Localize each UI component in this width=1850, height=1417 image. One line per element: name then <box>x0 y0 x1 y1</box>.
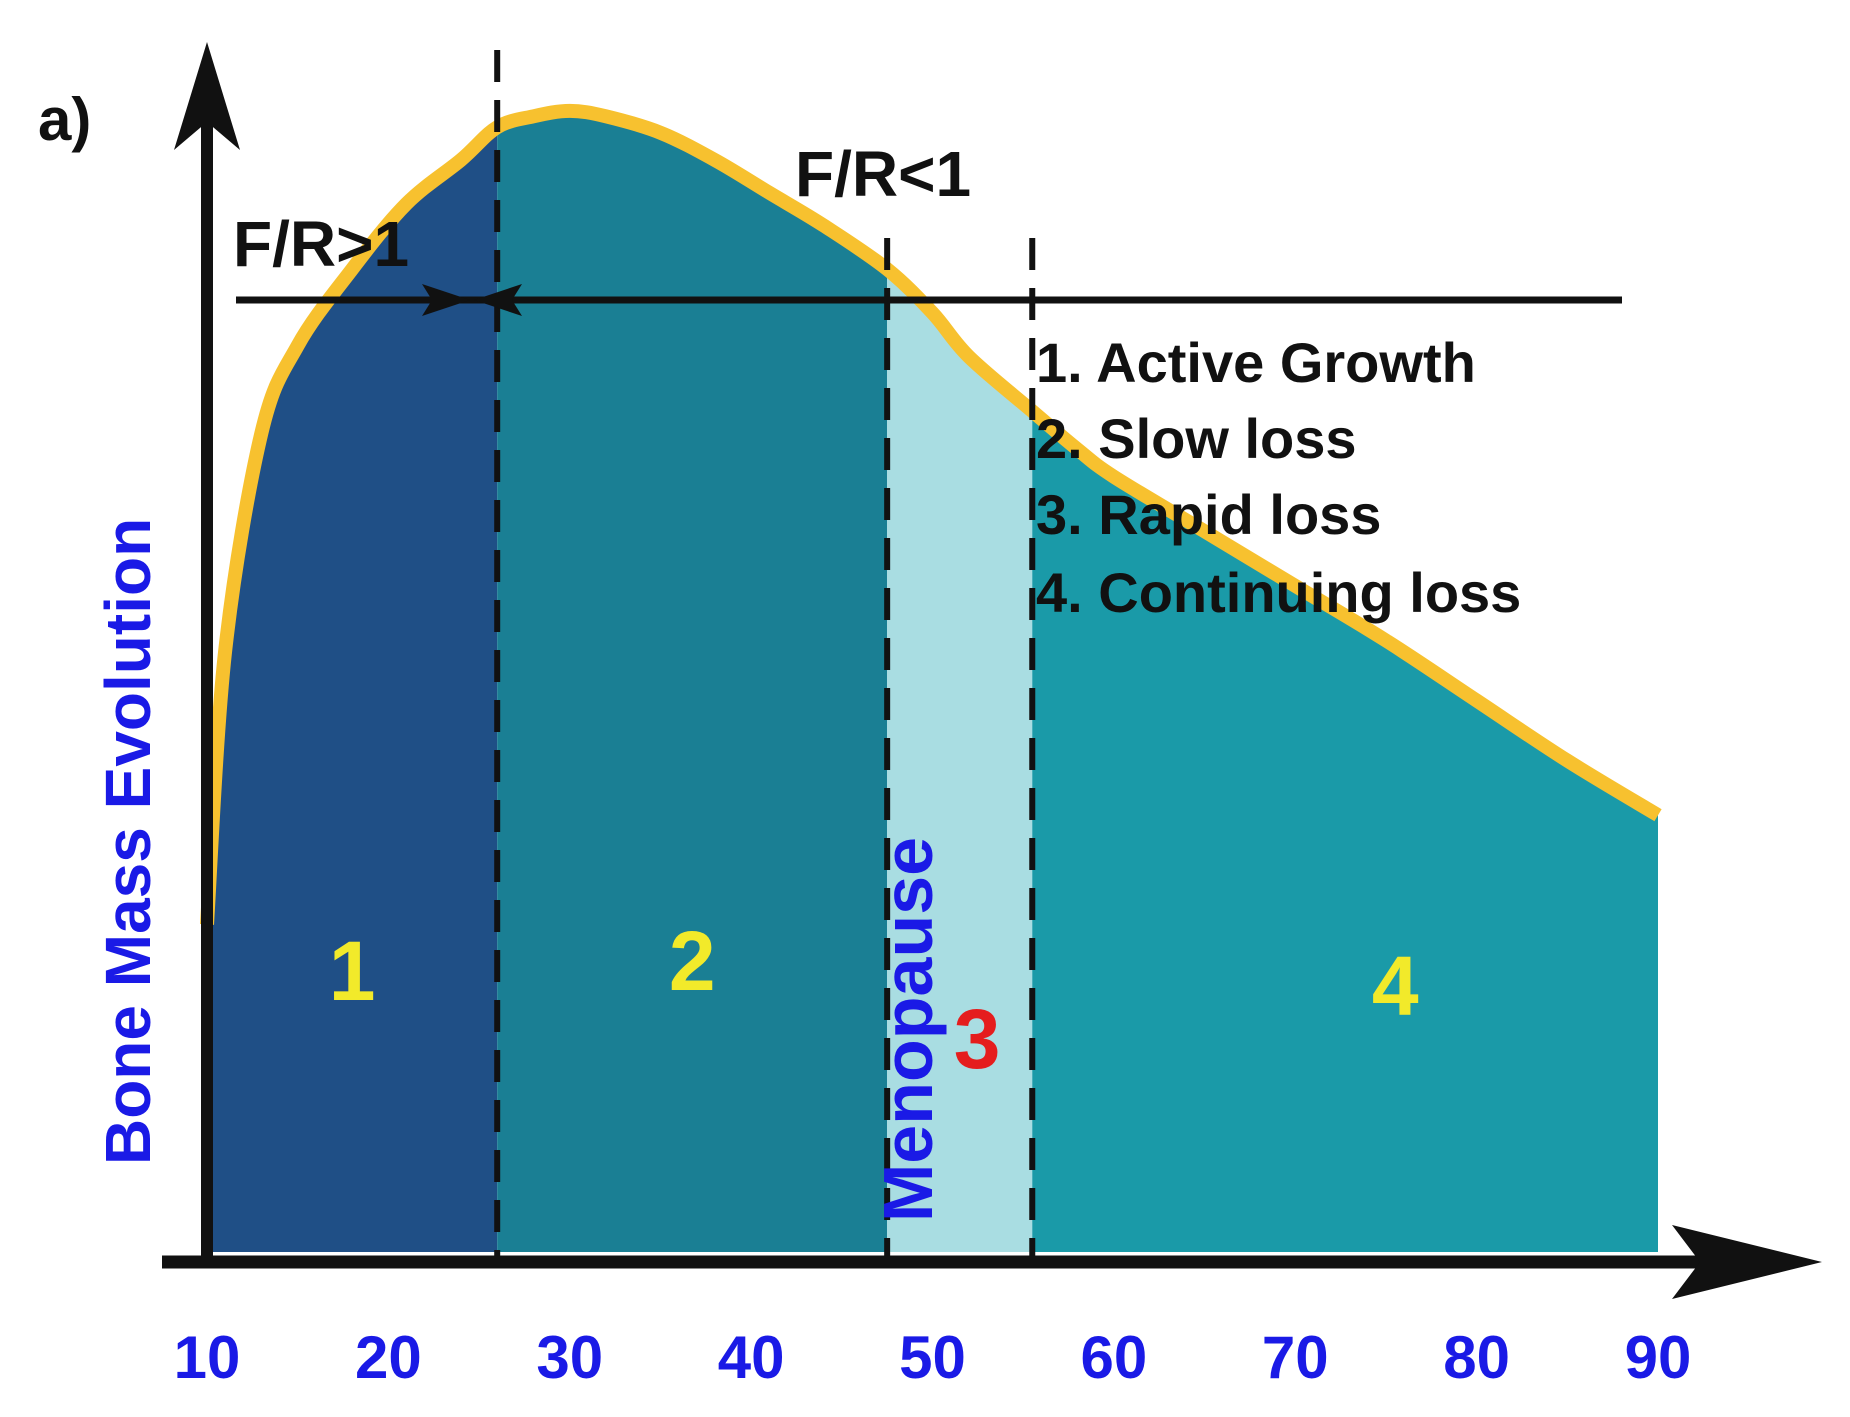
axes <box>162 42 1822 1299</box>
phase-area-4 <box>1032 110 1658 1252</box>
phase-label-2: 2 <box>669 914 716 1008</box>
phase-label-3: 3 <box>954 992 1001 1086</box>
legend: 1. Active Growth 2. Slow loss 3. Rapid l… <box>1036 331 1521 624</box>
x-tick-label: 80 <box>1443 1324 1510 1391</box>
phase-boundaries <box>494 50 1036 1262</box>
x-axis-ticks: 10 20 30 40 50 60 70 80 90 <box>174 1324 1692 1391</box>
legend-item: 2. Slow loss <box>1036 407 1357 470</box>
phase-area-1 <box>207 110 498 1252</box>
x-tick-label: 20 <box>355 1324 422 1391</box>
x-tick-label: 30 <box>536 1324 603 1391</box>
x-tick-label: 10 <box>174 1324 241 1391</box>
x-tick-label: 90 <box>1625 1324 1692 1391</box>
phase-label-1: 1 <box>329 924 376 1018</box>
x-tick-label: 40 <box>718 1324 785 1391</box>
phase-labels: 1 2 3 4 <box>329 914 1419 1086</box>
ratio-arrow-right <box>474 284 522 316</box>
x-tick-label: 60 <box>1081 1324 1148 1391</box>
phase-label-4: 4 <box>1372 939 1419 1033</box>
legend-item: 1. Active Growth <box>1036 331 1476 394</box>
ratio-label-loss: F/R<1 <box>795 138 971 210</box>
y-axis-arrow <box>174 42 240 150</box>
menopause-label: Menopause <box>869 837 947 1222</box>
panel-label: a) <box>38 86 91 153</box>
legend-item: 3. Rapid loss <box>1036 483 1381 546</box>
ratio-arrow-left <box>422 284 470 316</box>
bone-mass-curve <box>200 103 1662 925</box>
x-tick-label: 70 <box>1262 1324 1329 1391</box>
x-tick-label: 50 <box>899 1324 966 1391</box>
x-axis-arrow <box>1672 1225 1822 1299</box>
ratio-bar <box>236 284 1622 316</box>
legend-item: 4. Continuing loss <box>1036 561 1521 624</box>
y-axis-label: Bone Mass Evolution <box>92 518 164 1165</box>
ratio-label-growth: F/R>1 <box>233 208 409 280</box>
